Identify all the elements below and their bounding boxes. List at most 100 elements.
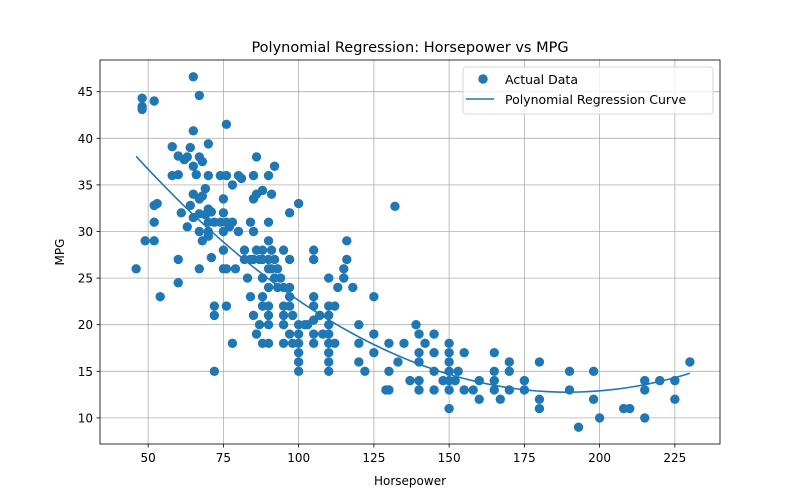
data-point: [149, 96, 159, 106]
x-tick-label: 50: [141, 451, 156, 465]
data-point: [257, 292, 268, 302]
data-point: [354, 357, 364, 367]
data-point: [444, 385, 454, 395]
data-point: [414, 347, 424, 358]
data-point: [685, 357, 695, 367]
data-point: [564, 366, 575, 377]
data-point: [206, 252, 217, 263]
data-point: [188, 72, 199, 82]
x-axis-label: Horsepower: [374, 474, 446, 488]
data-point: [640, 385, 650, 395]
data-point: [625, 403, 635, 414]
data-point: [269, 161, 280, 171]
x-tick-label: 125: [362, 451, 385, 465]
data-point: [230, 264, 241, 274]
legend-frame: [462, 66, 714, 115]
y-tick-label: 40: [78, 132, 93, 146]
data-point: [534, 357, 545, 367]
data-point: [453, 366, 463, 377]
data-point: [333, 282, 343, 293]
scatter-series: [131, 72, 695, 432]
data-point: [284, 282, 295, 293]
data-point: [640, 413, 650, 423]
grid: [100, 60, 720, 444]
data-point: [263, 217, 274, 227]
data-point: [339, 273, 349, 283]
data-point: [197, 191, 208, 201]
data-point: [188, 126, 199, 136]
data-point: [200, 183, 211, 194]
data-point: [152, 198, 162, 209]
data-point: [414, 375, 424, 386]
data-point: [209, 366, 220, 377]
data-point: [384, 366, 394, 377]
data-point: [284, 208, 295, 218]
data-point: [140, 236, 150, 246]
data-point: [670, 394, 680, 404]
data-point: [155, 292, 165, 302]
data-point: [330, 301, 340, 311]
y-tick-label: 45: [78, 85, 93, 99]
data-point: [369, 347, 379, 358]
data-point: [339, 264, 349, 274]
data-point: [534, 403, 545, 414]
data-point: [251, 152, 262, 162]
data-point: [293, 329, 304, 339]
data-point: [131, 264, 141, 274]
data-point: [354, 319, 364, 330]
data-point: [209, 301, 220, 311]
data-point: [342, 236, 352, 246]
data-point: [360, 366, 370, 377]
data-point: [444, 357, 454, 367]
data-point: [429, 347, 439, 358]
data-point: [167, 141, 177, 152]
x-tick-label: 75: [216, 451, 231, 465]
data-point: [188, 161, 199, 171]
data-point: [263, 282, 274, 293]
data-point: [278, 338, 289, 349]
data-point: [348, 282, 358, 293]
data-point: [245, 217, 256, 227]
data-point: [293, 338, 304, 349]
data-point: [474, 375, 484, 386]
legend-label-actual-data: Actual Data: [505, 72, 578, 87]
data-point: [324, 366, 334, 377]
axis-ticks: 50 75 100 125 150 175 200 225 10 15 20 25 30 35 40 45: [78, 85, 687, 465]
data-point: [284, 254, 295, 265]
data-point: [209, 310, 220, 321]
y-axis-label: MPG: [53, 239, 67, 266]
y-tick-label: 35: [78, 178, 93, 192]
data-point: [218, 245, 229, 255]
data-point: [173, 169, 183, 180]
data-point: [218, 208, 229, 218]
y-tick-label: 30: [78, 225, 93, 239]
data-point: [399, 338, 409, 349]
data-point: [173, 254, 183, 265]
data-point: [393, 357, 403, 367]
x-tick-label: 225: [663, 451, 686, 465]
x-tick-label: 150: [438, 451, 461, 465]
data-point: [206, 207, 217, 217]
data-point: [308, 254, 319, 265]
data-point: [263, 170, 274, 181]
data-point: [203, 170, 214, 181]
data-point: [324, 357, 334, 367]
data-point: [284, 329, 295, 339]
data-point: [489, 366, 499, 377]
data-point: [221, 301, 232, 311]
data-point: [489, 347, 499, 358]
data-point: [257, 245, 268, 255]
data-point: [194, 264, 205, 274]
data-point: [489, 375, 499, 386]
data-point: [324, 347, 334, 358]
data-point: [504, 357, 515, 367]
data-point: [278, 245, 289, 255]
data-point: [468, 385, 478, 395]
data-point: [137, 93, 147, 103]
data-point: [242, 273, 253, 283]
data-point: [293, 198, 304, 209]
data-point: [390, 201, 400, 212]
data-point: [197, 156, 208, 167]
data-point: [269, 254, 280, 265]
